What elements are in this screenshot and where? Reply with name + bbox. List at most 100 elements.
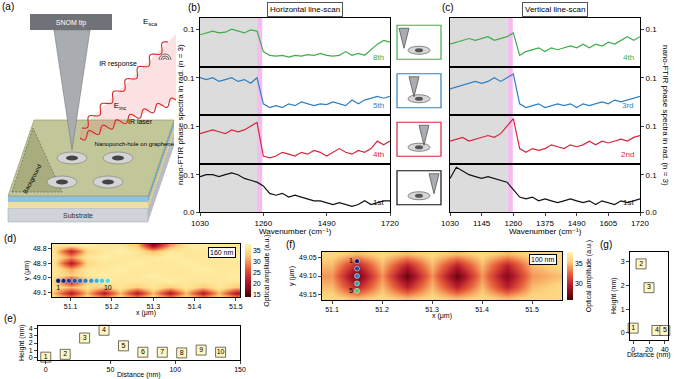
svg-text:IR laser: IR laser bbox=[128, 118, 153, 125]
svg-text:5th: 5th bbox=[373, 101, 384, 110]
svg-text:(f): (f) bbox=[286, 239, 295, 250]
svg-text:0.1: 0.1 bbox=[183, 73, 195, 82]
svg-text:20: 20 bbox=[645, 346, 653, 353]
svg-text:1: 1 bbox=[56, 284, 60, 291]
svg-text:(g): (g) bbox=[600, 239, 612, 250]
svg-text:(c): (c) bbox=[442, 2, 454, 13]
svg-text:51.3: 51.3 bbox=[425, 306, 439, 313]
svg-text:49.0: 49.0 bbox=[33, 274, 47, 281]
svg-text:51.1: 51.1 bbox=[64, 303, 78, 310]
svg-text:SNOM tip: SNOM tip bbox=[56, 19, 86, 27]
svg-text:Optical amplitude (a.u.): Optical amplitude (a.u.) bbox=[263, 234, 271, 306]
svg-text:2nd: 2nd bbox=[621, 150, 634, 159]
svg-text:100 nm: 100 nm bbox=[531, 256, 555, 263]
svg-text:1030: 1030 bbox=[191, 219, 209, 228]
svg-text:0: 0 bbox=[29, 354, 33, 361]
svg-text:5: 5 bbox=[663, 326, 667, 333]
svg-text:1: 1 bbox=[29, 347, 33, 354]
svg-text:6: 6 bbox=[141, 348, 145, 355]
svg-text:51.5: 51.5 bbox=[525, 306, 539, 313]
svg-text:5: 5 bbox=[122, 342, 126, 349]
svg-text:1st: 1st bbox=[373, 198, 384, 207]
svg-text:Height (nm): Height (nm) bbox=[610, 277, 618, 314]
svg-text:48.8: 48.8 bbox=[33, 245, 47, 252]
svg-text:0.0: 0.0 bbox=[646, 208, 658, 217]
svg-text:2: 2 bbox=[639, 260, 643, 267]
svg-text:x (μm): x (μm) bbox=[432, 312, 452, 320]
svg-text:35: 35 bbox=[253, 247, 261, 254]
svg-text:2: 2 bbox=[621, 282, 625, 289]
svg-text:Distance (nm): Distance (nm) bbox=[117, 371, 161, 379]
svg-text:10: 10 bbox=[217, 348, 225, 355]
svg-text:nano-FTIR phase spectra in rad: nano-FTIR phase spectra in rad. (n = 3) bbox=[661, 45, 670, 186]
svg-text:1: 1 bbox=[44, 353, 48, 360]
svg-text:3: 3 bbox=[621, 258, 625, 265]
svg-text:40: 40 bbox=[661, 346, 669, 353]
svg-text:10: 10 bbox=[104, 284, 112, 291]
svg-text:48.9: 48.9 bbox=[33, 260, 47, 267]
svg-text:1145: 1145 bbox=[473, 219, 491, 228]
svg-text:0.0: 0.0 bbox=[183, 208, 195, 217]
svg-text:150: 150 bbox=[234, 366, 246, 373]
svg-text:0.1: 0.1 bbox=[646, 122, 658, 131]
svg-text:49.15: 49.15 bbox=[299, 291, 317, 298]
svg-text:Esca: Esca bbox=[143, 17, 158, 27]
svg-text:(a): (a) bbox=[2, 1, 14, 12]
svg-text:9: 9 bbox=[199, 346, 203, 353]
svg-text:8: 8 bbox=[180, 349, 184, 356]
svg-text:51.2: 51.2 bbox=[375, 306, 389, 313]
svg-text:Distance (nm): Distance (nm) bbox=[627, 351, 671, 359]
svg-text:y (μm): y (μm) bbox=[288, 266, 296, 286]
svg-text:Height (nm): Height (nm) bbox=[18, 324, 26, 361]
svg-text:51.5: 51.5 bbox=[229, 303, 243, 310]
svg-text:2: 2 bbox=[29, 339, 33, 346]
svg-text:4: 4 bbox=[29, 325, 33, 332]
svg-text:1260: 1260 bbox=[254, 219, 272, 228]
svg-text:nano-FTIR phase spectra in rad: nano-FTIR phase spectra in rad. (n = 3) bbox=[176, 44, 185, 185]
svg-text:160 nm: 160 nm bbox=[210, 249, 234, 256]
svg-text:1490: 1490 bbox=[568, 219, 586, 228]
svg-text:30: 30 bbox=[253, 258, 261, 265]
svg-text:1: 1 bbox=[621, 306, 625, 313]
svg-text:49.10: 49.10 bbox=[299, 272, 317, 279]
svg-text:Background: Background bbox=[22, 164, 42, 195]
svg-text:51.4: 51.4 bbox=[188, 303, 202, 310]
svg-text:4: 4 bbox=[102, 326, 106, 333]
svg-text:(d): (d) bbox=[4, 233, 16, 244]
svg-text:8th: 8th bbox=[373, 53, 384, 62]
svg-text:51.2: 51.2 bbox=[105, 303, 119, 310]
svg-text:35: 35 bbox=[575, 260, 583, 267]
svg-text:25: 25 bbox=[253, 269, 261, 276]
svg-text:50: 50 bbox=[107, 366, 115, 373]
svg-text:x (μm): x (μm) bbox=[136, 309, 156, 317]
svg-text:15: 15 bbox=[253, 291, 261, 298]
svg-text:0: 0 bbox=[621, 329, 625, 336]
svg-text:1030: 1030 bbox=[441, 219, 459, 228]
svg-text:Wavenumber (cm⁻¹): Wavenumber (cm⁻¹) bbox=[509, 227, 582, 236]
svg-text:51.4: 51.4 bbox=[475, 306, 489, 313]
svg-text:1720: 1720 bbox=[631, 219, 649, 228]
svg-text:0: 0 bbox=[631, 346, 635, 353]
svg-text:Wavenumber (cm⁻¹): Wavenumber (cm⁻¹) bbox=[259, 227, 332, 236]
svg-text:51.1: 51.1 bbox=[325, 306, 339, 313]
svg-text:1st: 1st bbox=[623, 198, 634, 207]
svg-text:3rd: 3rd bbox=[622, 101, 634, 110]
svg-text:0.1: 0.1 bbox=[183, 25, 195, 34]
svg-text:Optical amplitude (a.u.): Optical amplitude (a.u.) bbox=[585, 240, 593, 312]
svg-text:(b): (b) bbox=[188, 2, 200, 13]
svg-text:3: 3 bbox=[83, 334, 87, 341]
svg-text:y (μm): y (μm) bbox=[23, 261, 31, 281]
svg-text:49.05: 49.05 bbox=[299, 254, 317, 261]
svg-text:0.1: 0.1 bbox=[183, 170, 195, 179]
svg-text:1260: 1260 bbox=[504, 219, 522, 228]
svg-text:1: 1 bbox=[349, 257, 353, 264]
svg-text:0.1: 0.1 bbox=[646, 25, 658, 34]
svg-text:4: 4 bbox=[655, 326, 659, 333]
svg-text:1: 1 bbox=[631, 324, 635, 331]
svg-text:0: 0 bbox=[44, 366, 48, 373]
svg-text:100: 100 bbox=[169, 366, 181, 373]
svg-text:51.3: 51.3 bbox=[146, 303, 160, 310]
svg-text:Horizontal line-scan: Horizontal line-scan bbox=[270, 5, 340, 14]
svg-text:2: 2 bbox=[63, 350, 67, 357]
svg-text:5: 5 bbox=[349, 287, 353, 294]
